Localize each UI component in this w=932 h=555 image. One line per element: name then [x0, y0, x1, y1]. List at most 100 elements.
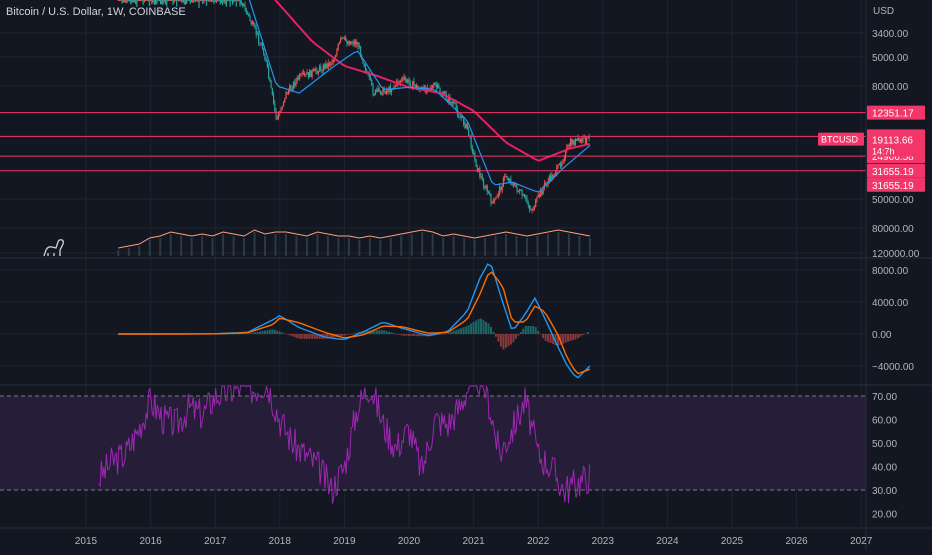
candle-body	[444, 91, 446, 95]
candle-body	[541, 190, 543, 194]
candle-body	[562, 161, 564, 163]
candle-body	[352, 42, 354, 45]
candle-body	[142, 0, 144, 5]
candle-body	[532, 208, 534, 210]
candle-body	[146, 0, 148, 1]
macd-histogram-bar	[524, 326, 527, 334]
candle-body	[343, 37, 345, 39]
macd-histogram-bar	[363, 330, 366, 334]
candle-body	[432, 85, 434, 89]
candle-body	[167, 0, 169, 2]
symbol-tag[interactable]	[818, 132, 864, 146]
price-panel[interactable]	[0, 0, 866, 214]
candle-body	[327, 63, 329, 69]
macd-histogram-bar	[420, 334, 423, 337]
candle-body	[280, 107, 282, 112]
candle-body	[502, 178, 505, 187]
candle-body	[199, 0, 201, 2]
rsi-panel[interactable]	[0, 384, 866, 504]
time-axis[interactable]: 2015 2016 2017 2018 2019 2020 2021 2022 2023 2024…	[75, 536, 873, 547]
ma-short-line	[248, 0, 591, 193]
candle-body	[347, 41, 349, 44]
macd-histogram-bar	[403, 334, 406, 336]
price-tick-label: 5000.00	[872, 53, 909, 64]
candle-body	[310, 70, 312, 78]
macd-histogram-bar	[415, 334, 418, 337]
candle-body	[249, 15, 251, 21]
candle-body	[166, 0, 168, 7]
candle-body	[317, 70, 319, 74]
volume-bar	[347, 238, 350, 256]
macd-histogram-bar	[306, 334, 309, 339]
macd-histogram-bar	[316, 334, 319, 339]
level-price-tag[interactable]	[867, 163, 925, 178]
candle-body	[371, 80, 373, 85]
level-price-tag[interactable]	[867, 177, 925, 192]
candle-body	[507, 177, 509, 181]
candle-body	[238, 0, 240, 2]
macd-panel[interactable]	[117, 263, 591, 379]
currency-label: USD	[873, 6, 894, 17]
volume-bar	[326, 236, 329, 256]
macd-histogram-bar	[343, 334, 346, 336]
macd-tick-label: 4000.00	[872, 298, 909, 309]
volume-bar	[222, 234, 225, 256]
macd-histogram-bar	[301, 334, 304, 339]
macd-histogram-bar	[492, 331, 495, 334]
macd-histogram-bar	[256, 331, 259, 334]
volume-bar	[567, 234, 570, 256]
level-price-tag[interactable]	[867, 105, 925, 120]
candle-body	[286, 92, 288, 94]
level-price-label: 31655.19	[872, 181, 914, 192]
macd-histogram-bar	[266, 330, 269, 334]
macd-histogram-bar	[475, 320, 478, 334]
candle-body	[366, 70, 368, 73]
candle-body	[563, 158, 565, 162]
candle-body	[224, 0, 226, 5]
macd-histogram-bar	[313, 334, 316, 339]
candle-body	[505, 176, 507, 178]
macd-histogram-bar	[532, 326, 535, 334]
candle-body	[301, 72, 303, 74]
price-axis[interactable]: 12351.1718137.5524966.5831655.1931655.19…	[818, 29, 925, 521]
volume-bar	[337, 238, 340, 256]
candle-body	[477, 168, 480, 172]
macd-histogram-bar	[554, 334, 557, 346]
macd-histogram-bar	[460, 328, 463, 334]
candle-body	[404, 77, 406, 81]
candle-body	[461, 116, 464, 118]
countdown-label: 14:7h	[872, 147, 895, 157]
candle-body	[186, 0, 188, 4]
macd-histogram-bar	[338, 334, 341, 337]
candle-body	[520, 189, 522, 191]
volume-bar	[588, 238, 591, 256]
candle-body	[464, 124, 466, 128]
macd-histogram-bar	[370, 330, 373, 334]
candle-body	[156, 0, 158, 5]
current-price-tag[interactable]	[867, 132, 925, 157]
candle-body	[187, 0, 189, 1]
candle-body	[433, 83, 435, 86]
candle-body	[554, 173, 557, 176]
macd-histogram-bar	[393, 333, 396, 334]
candle-body	[572, 140, 574, 145]
candle-body	[304, 73, 306, 75]
volume-bar	[578, 236, 581, 256]
macd-histogram-bar	[562, 334, 565, 344]
macd-histogram-bar	[345, 334, 348, 335]
candle-body	[181, 0, 183, 3]
candle-body	[157, 0, 159, 2]
candle-body	[521, 189, 523, 196]
volume-bar	[201, 236, 204, 256]
rsi-tick-label: 70.00	[872, 392, 897, 403]
candle-body	[164, 0, 167, 5]
macd-histogram-bar	[440, 334, 443, 335]
candle-body	[393, 86, 395, 89]
candle-body	[434, 83, 436, 85]
macd-histogram-bar	[502, 334, 505, 350]
candle-body	[399, 81, 401, 84]
volume-bar	[431, 234, 434, 256]
macd-histogram-bar	[512, 334, 515, 343]
